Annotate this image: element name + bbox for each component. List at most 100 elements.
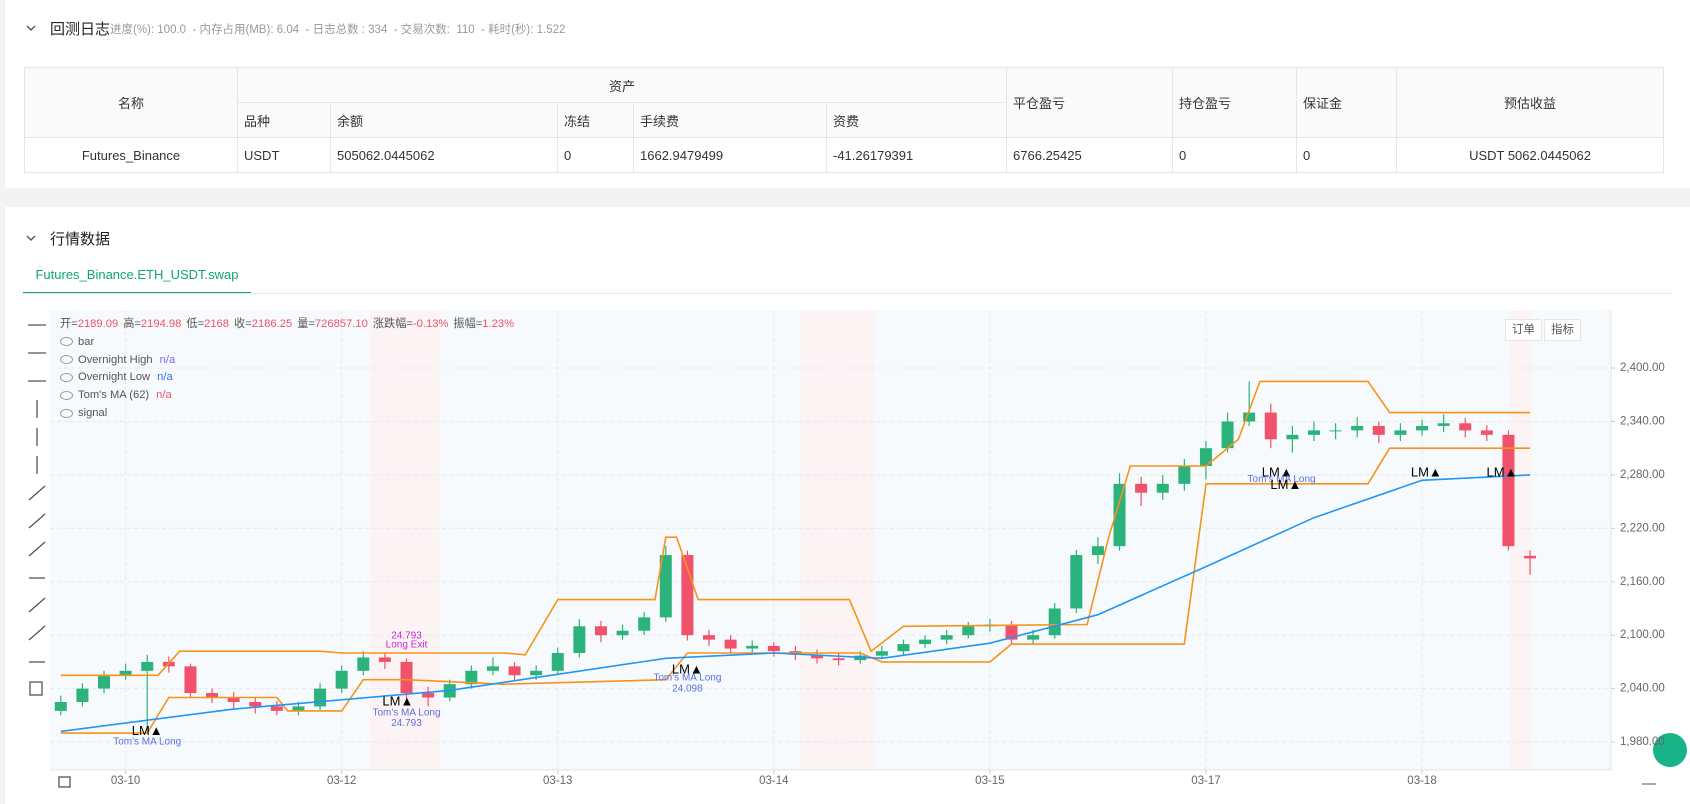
eye-icon <box>60 337 73 347</box>
annotation: Long Exit <box>386 640 428 651</box>
annotation: LM▲ <box>132 723 163 738</box>
help-button[interactable] <box>1653 733 1687 767</box>
indicator-line <box>60 447 1531 734</box>
candle-body <box>98 675 111 689</box>
candle-body <box>638 617 651 631</box>
info-label: 量= <box>297 318 315 330</box>
candle-body <box>508 666 521 676</box>
annotation: LM▲ <box>1411 465 1442 480</box>
candle-body <box>1480 430 1493 435</box>
orders-button[interactable]: 订单 <box>1505 319 1542 341</box>
tool-icon[interactable] <box>28 597 46 613</box>
cell: 6766.25425 <box>1006 137 1174 173</box>
tool-icon[interactable] <box>28 625 46 641</box>
tool-icon[interactable] <box>28 513 46 529</box>
collapse-icon[interactable] <box>25 232 37 244</box>
header-cell: 品种 <box>237 102 331 138</box>
info-value: 2168 <box>204 318 229 330</box>
legend-item: bar <box>60 334 519 352</box>
info-value: 2194.98 <box>140 318 182 330</box>
candle-body <box>594 626 607 636</box>
x-tick-label: 03-12 <box>327 775 356 787</box>
info-value: 1.23% <box>482 318 515 330</box>
candle-body <box>1156 483 1169 493</box>
candle-body <box>1437 423 1450 426</box>
eye-icon <box>60 390 73 400</box>
candle-body <box>746 645 759 649</box>
candle-body <box>1221 421 1234 449</box>
annotation: 24.098 <box>672 683 703 694</box>
tool-icon[interactable] <box>28 485 46 501</box>
tool-icon[interactable] <box>28 541 46 557</box>
candle-body <box>659 555 672 618</box>
cell: 0 <box>1172 137 1298 173</box>
header-cell: 余额 <box>330 102 558 138</box>
y-tick-label: 1,980.00 <box>1620 736 1665 748</box>
candle-body <box>206 693 219 698</box>
candle-body <box>335 670 348 689</box>
candle-body <box>551 652 564 671</box>
legend: 开=2189.09 高=2194.98 低=2168 收=2186.25 量=72685… <box>60 316 519 423</box>
candle-body <box>919 639 932 645</box>
annotation: LM▲ <box>1270 477 1301 492</box>
candle-body <box>616 630 629 636</box>
header-cell: 持仓盈亏 <box>1172 67 1298 138</box>
candle-body <box>1178 466 1191 484</box>
annotation: LM▲ <box>1486 465 1517 480</box>
annotation: LM▲ <box>672 661 703 676</box>
header-cell: 保证金 <box>1296 67 1398 138</box>
indicators-button[interactable]: 指标 <box>1544 319 1581 341</box>
candle-body <box>184 666 197 694</box>
info-value: -0.13% <box>412 318 449 330</box>
candle-body <box>119 670 132 676</box>
candle-body <box>897 644 910 652</box>
candle-body <box>249 701 262 707</box>
cell: 1662.9479499 <box>633 137 827 173</box>
candle-body <box>832 658 845 661</box>
calendar-icon[interactable] <box>58 776 71 788</box>
legend-item: signal <box>60 405 519 423</box>
x-tick-label: 03-18 <box>1407 775 1436 787</box>
annotation: 24.793 <box>391 631 422 642</box>
candle-body <box>314 688 327 707</box>
section-title: 回测日志 <box>50 21 111 38</box>
eye-icon <box>60 372 73 382</box>
tool-icon[interactable] <box>29 681 43 696</box>
candle-body <box>1048 608 1061 636</box>
annotation: Tom's MA Long <box>372 707 440 718</box>
cell: 505062.0445062 <box>330 137 558 173</box>
session-band <box>800 310 875 770</box>
candle-body <box>292 706 305 711</box>
header-cell: 资产 <box>236 67 1008 103</box>
candle-body <box>357 657 370 671</box>
header-cell: 名称 <box>24 67 238 138</box>
candle-body <box>1027 635 1040 640</box>
candle-body <box>270 706 283 711</box>
candle-body <box>1416 425 1429 431</box>
stats: 进度(%): 100.0 - 内存占用(MB): 6.04 - 日志总数 : 3… <box>110 24 566 36</box>
indicator-line <box>60 380 1531 677</box>
y-tick-label: 2,400.00 <box>1620 362 1665 374</box>
legend-item: Tom's MA (62) n/a <box>60 387 519 405</box>
candle-body <box>573 626 586 653</box>
y-tick-label: 2,340.00 <box>1620 416 1665 428</box>
eye-icon <box>60 408 73 418</box>
candle-body <box>1243 412 1256 422</box>
candle-body <box>1307 430 1320 435</box>
legend-label: Overnight Low <box>78 371 151 384</box>
candle-body <box>703 635 716 640</box>
info-value: 726857.10 <box>314 318 368 330</box>
candle-body <box>1372 425 1385 435</box>
candle-body <box>1070 555 1083 609</box>
info-label: 振幅= <box>453 318 483 330</box>
header-cell: 预估收益 <box>1396 67 1665 138</box>
annotation: Tom's MA Long <box>653 673 721 684</box>
info-label: 高= <box>123 318 141 330</box>
info-value: 2186.25 <box>251 318 293 330</box>
candle-body <box>1091 546 1104 556</box>
candle-body <box>1459 423 1472 431</box>
collapse-icon[interactable] <box>25 22 37 34</box>
backtest-log-card: 回测日志 进度(%): 100.0 - 内存占用(MB): 6.04 - 日志总… <box>5 0 1690 188</box>
